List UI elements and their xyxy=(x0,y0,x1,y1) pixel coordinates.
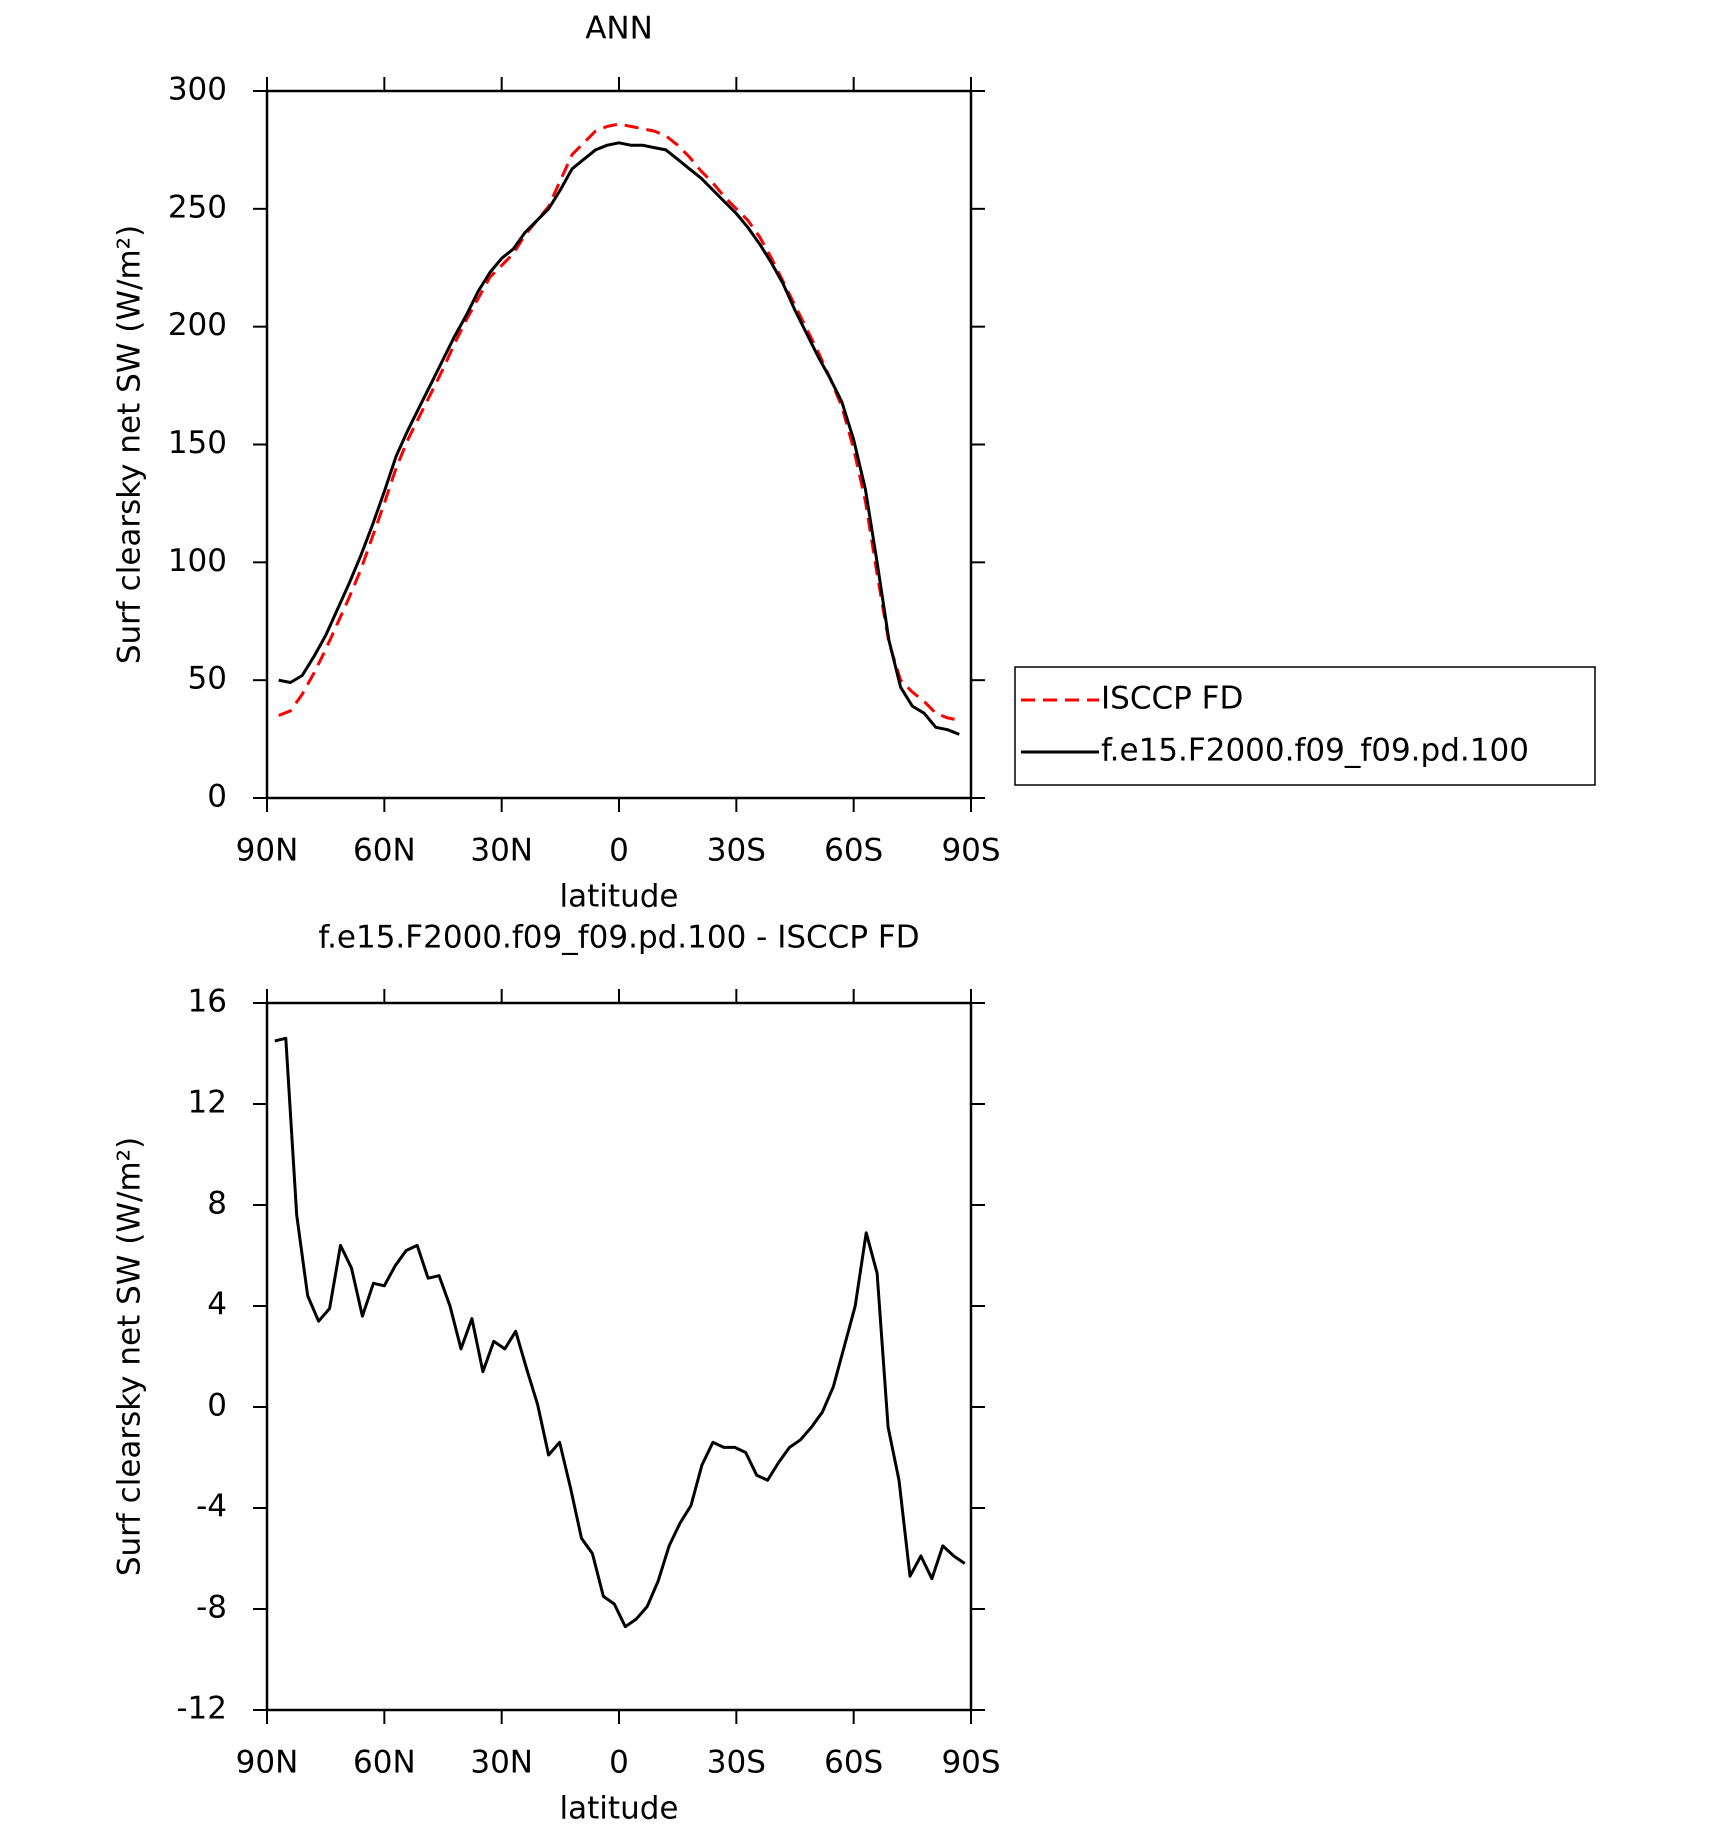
y-tick-label: 200 xyxy=(168,307,227,343)
chart-title: ANN xyxy=(585,11,653,47)
x-tick-label: 60N xyxy=(353,833,416,869)
y-tick-label: 0 xyxy=(207,779,227,815)
series-line xyxy=(278,122,960,722)
x-tick-label: 30N xyxy=(470,1745,533,1781)
x-tick-label: 90S xyxy=(941,1745,1000,1781)
plot-frame xyxy=(265,1001,973,1712)
x-tick-label: 60S xyxy=(824,1745,883,1781)
y-tick-label: 150 xyxy=(168,425,227,461)
y-tick-label: -12 xyxy=(176,1691,227,1727)
y-tick-label: 8 xyxy=(207,1186,227,1222)
y-axis-label: Surf clearsky net SW (W/m²) xyxy=(112,225,148,664)
x-tick-label: 30S xyxy=(707,1745,766,1781)
x-axis-label: latitude xyxy=(560,879,679,915)
y-tick-label: 50 xyxy=(188,661,227,697)
legend-label: ISCCP FD xyxy=(1101,681,1243,717)
y-tick-label: 4 xyxy=(207,1287,227,1323)
y-tick-label: 0 xyxy=(207,1388,227,1424)
legend-label: f.e15.F2000.f09_f09.pd.100 xyxy=(1101,733,1529,769)
x-tick-label: 90N xyxy=(236,833,299,869)
x-tick-label: 0 xyxy=(609,833,629,869)
y-tick-label: -8 xyxy=(196,1590,227,1626)
y-tick-label: 100 xyxy=(168,543,227,579)
x-tick-label: 30S xyxy=(707,833,766,869)
series-line xyxy=(278,141,960,736)
x-tick-label: 90N xyxy=(236,1745,299,1781)
x-tick-label: 30N xyxy=(470,833,533,869)
y-tick-label: 300 xyxy=(168,72,227,108)
y-tick-label: 250 xyxy=(168,189,227,225)
chart-title: f.e15.F2000.f09_f09.pd.100 - ISCCP FD xyxy=(318,920,919,956)
x-tick-label: 90S xyxy=(941,833,1000,869)
x-tick-label: 0 xyxy=(609,1745,629,1781)
x-tick-label: 60S xyxy=(824,833,883,869)
x-tick-label: 60N xyxy=(353,1745,416,1781)
y-tick-label: -4 xyxy=(196,1489,227,1525)
x-axis-label: latitude xyxy=(560,1791,679,1827)
legend-box xyxy=(1014,666,1596,786)
y-tick-label: 12 xyxy=(188,1085,227,1121)
y-axis-label: Surf clearsky net SW (W/m²) xyxy=(112,1137,148,1576)
plot-frame xyxy=(265,89,973,800)
y-tick-label: 16 xyxy=(188,984,227,1020)
series-line xyxy=(274,1036,966,1629)
